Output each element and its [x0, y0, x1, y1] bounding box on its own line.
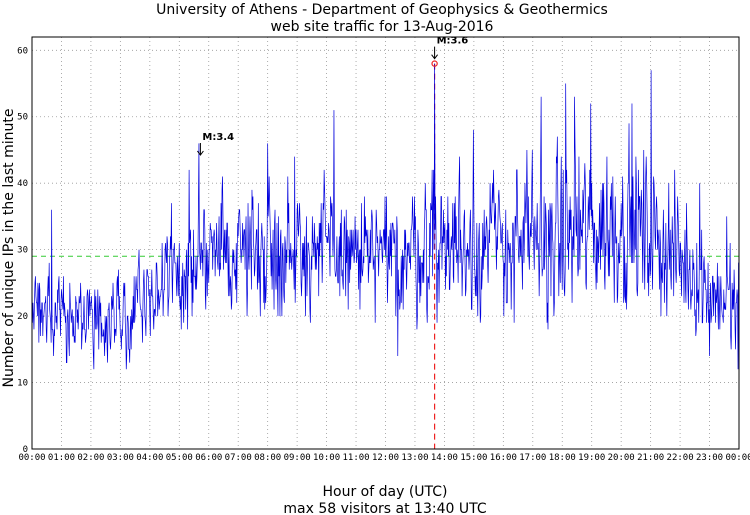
x-tick-label: 22:00	[667, 453, 694, 463]
y-tick-labels: 0 10 20 30 40 50 60	[17, 46, 28, 455]
x-tick-label: 03:00	[107, 453, 134, 463]
x-tick-label: 11:00	[342, 453, 369, 463]
x-tick-label: 07:00	[225, 453, 252, 463]
x-tick-label: 16:00	[490, 453, 517, 463]
x-tick-label: 12:00	[372, 453, 399, 463]
chart-title: University of Athens - Department of Geo…	[156, 2, 608, 18]
x-tick-label: 17:00	[519, 453, 546, 463]
x-tick-label: 00:00	[725, 453, 750, 463]
x-tick-label: 19:00	[578, 453, 605, 463]
annotation-label: M:3.6	[437, 36, 469, 47]
x-axis-label: Hour of day (UTC)	[323, 484, 448, 500]
x-tick-label: 05:00	[166, 453, 193, 463]
plot-frame	[31, 36, 740, 450]
y-tick-label: 30	[17, 246, 28, 256]
x-tick-label: 08:00	[254, 453, 281, 463]
x-tick-label: 23:00	[696, 453, 723, 463]
annotation-arrow	[431, 46, 438, 60]
y-tick-label: 40	[17, 179, 28, 189]
max-point	[431, 60, 438, 67]
series-layer	[31, 60, 739, 370]
x-tick-label: 15:00	[460, 453, 487, 463]
y-tick-label: 60	[17, 46, 28, 56]
series-line	[31, 63, 739, 370]
grid-lines	[32, 37, 739, 449]
annotation-layer: M:3.4 M:3.6	[197, 36, 469, 156]
x-tick-label: 02:00	[77, 453, 104, 463]
annotation-arrow	[197, 143, 204, 156]
y-tick-label: 10	[17, 379, 28, 389]
x-tick-label: 10:00	[313, 453, 340, 463]
x-tick-label: 20:00	[608, 453, 635, 463]
y-tick-label: 0	[23, 445, 28, 455]
x-tick-labels: 00:00 01:00 02:00 03:00 04:00 05:00 06:00 07:00…	[18, 453, 750, 463]
x-tick-label: 18:00	[549, 453, 576, 463]
x-tick-label: 04:00	[136, 453, 163, 463]
x-tick-label: 01:00	[48, 453, 75, 463]
y-axis-label: Number of unique IPs in the last minute	[1, 109, 17, 388]
chart-subtitle: web site traffic for 13-Aug-2016	[271, 19, 494, 35]
x-axis-sublabel: max 58 visitors at 13:40 UTC	[283, 501, 486, 515]
x-tick-label: 21:00	[637, 453, 664, 463]
annotation-label: M:3.4	[202, 132, 234, 143]
x-tick-label: 06:00	[195, 453, 222, 463]
x-tick-label: 00:00	[18, 453, 45, 463]
x-tick-label: 14:00	[431, 453, 458, 463]
x-tick-label: 13:00	[401, 453, 428, 463]
y-tick-label: 50	[17, 113, 28, 123]
x-tick-label: 09:00	[284, 453, 311, 463]
y-tick-label: 20	[17, 312, 28, 322]
